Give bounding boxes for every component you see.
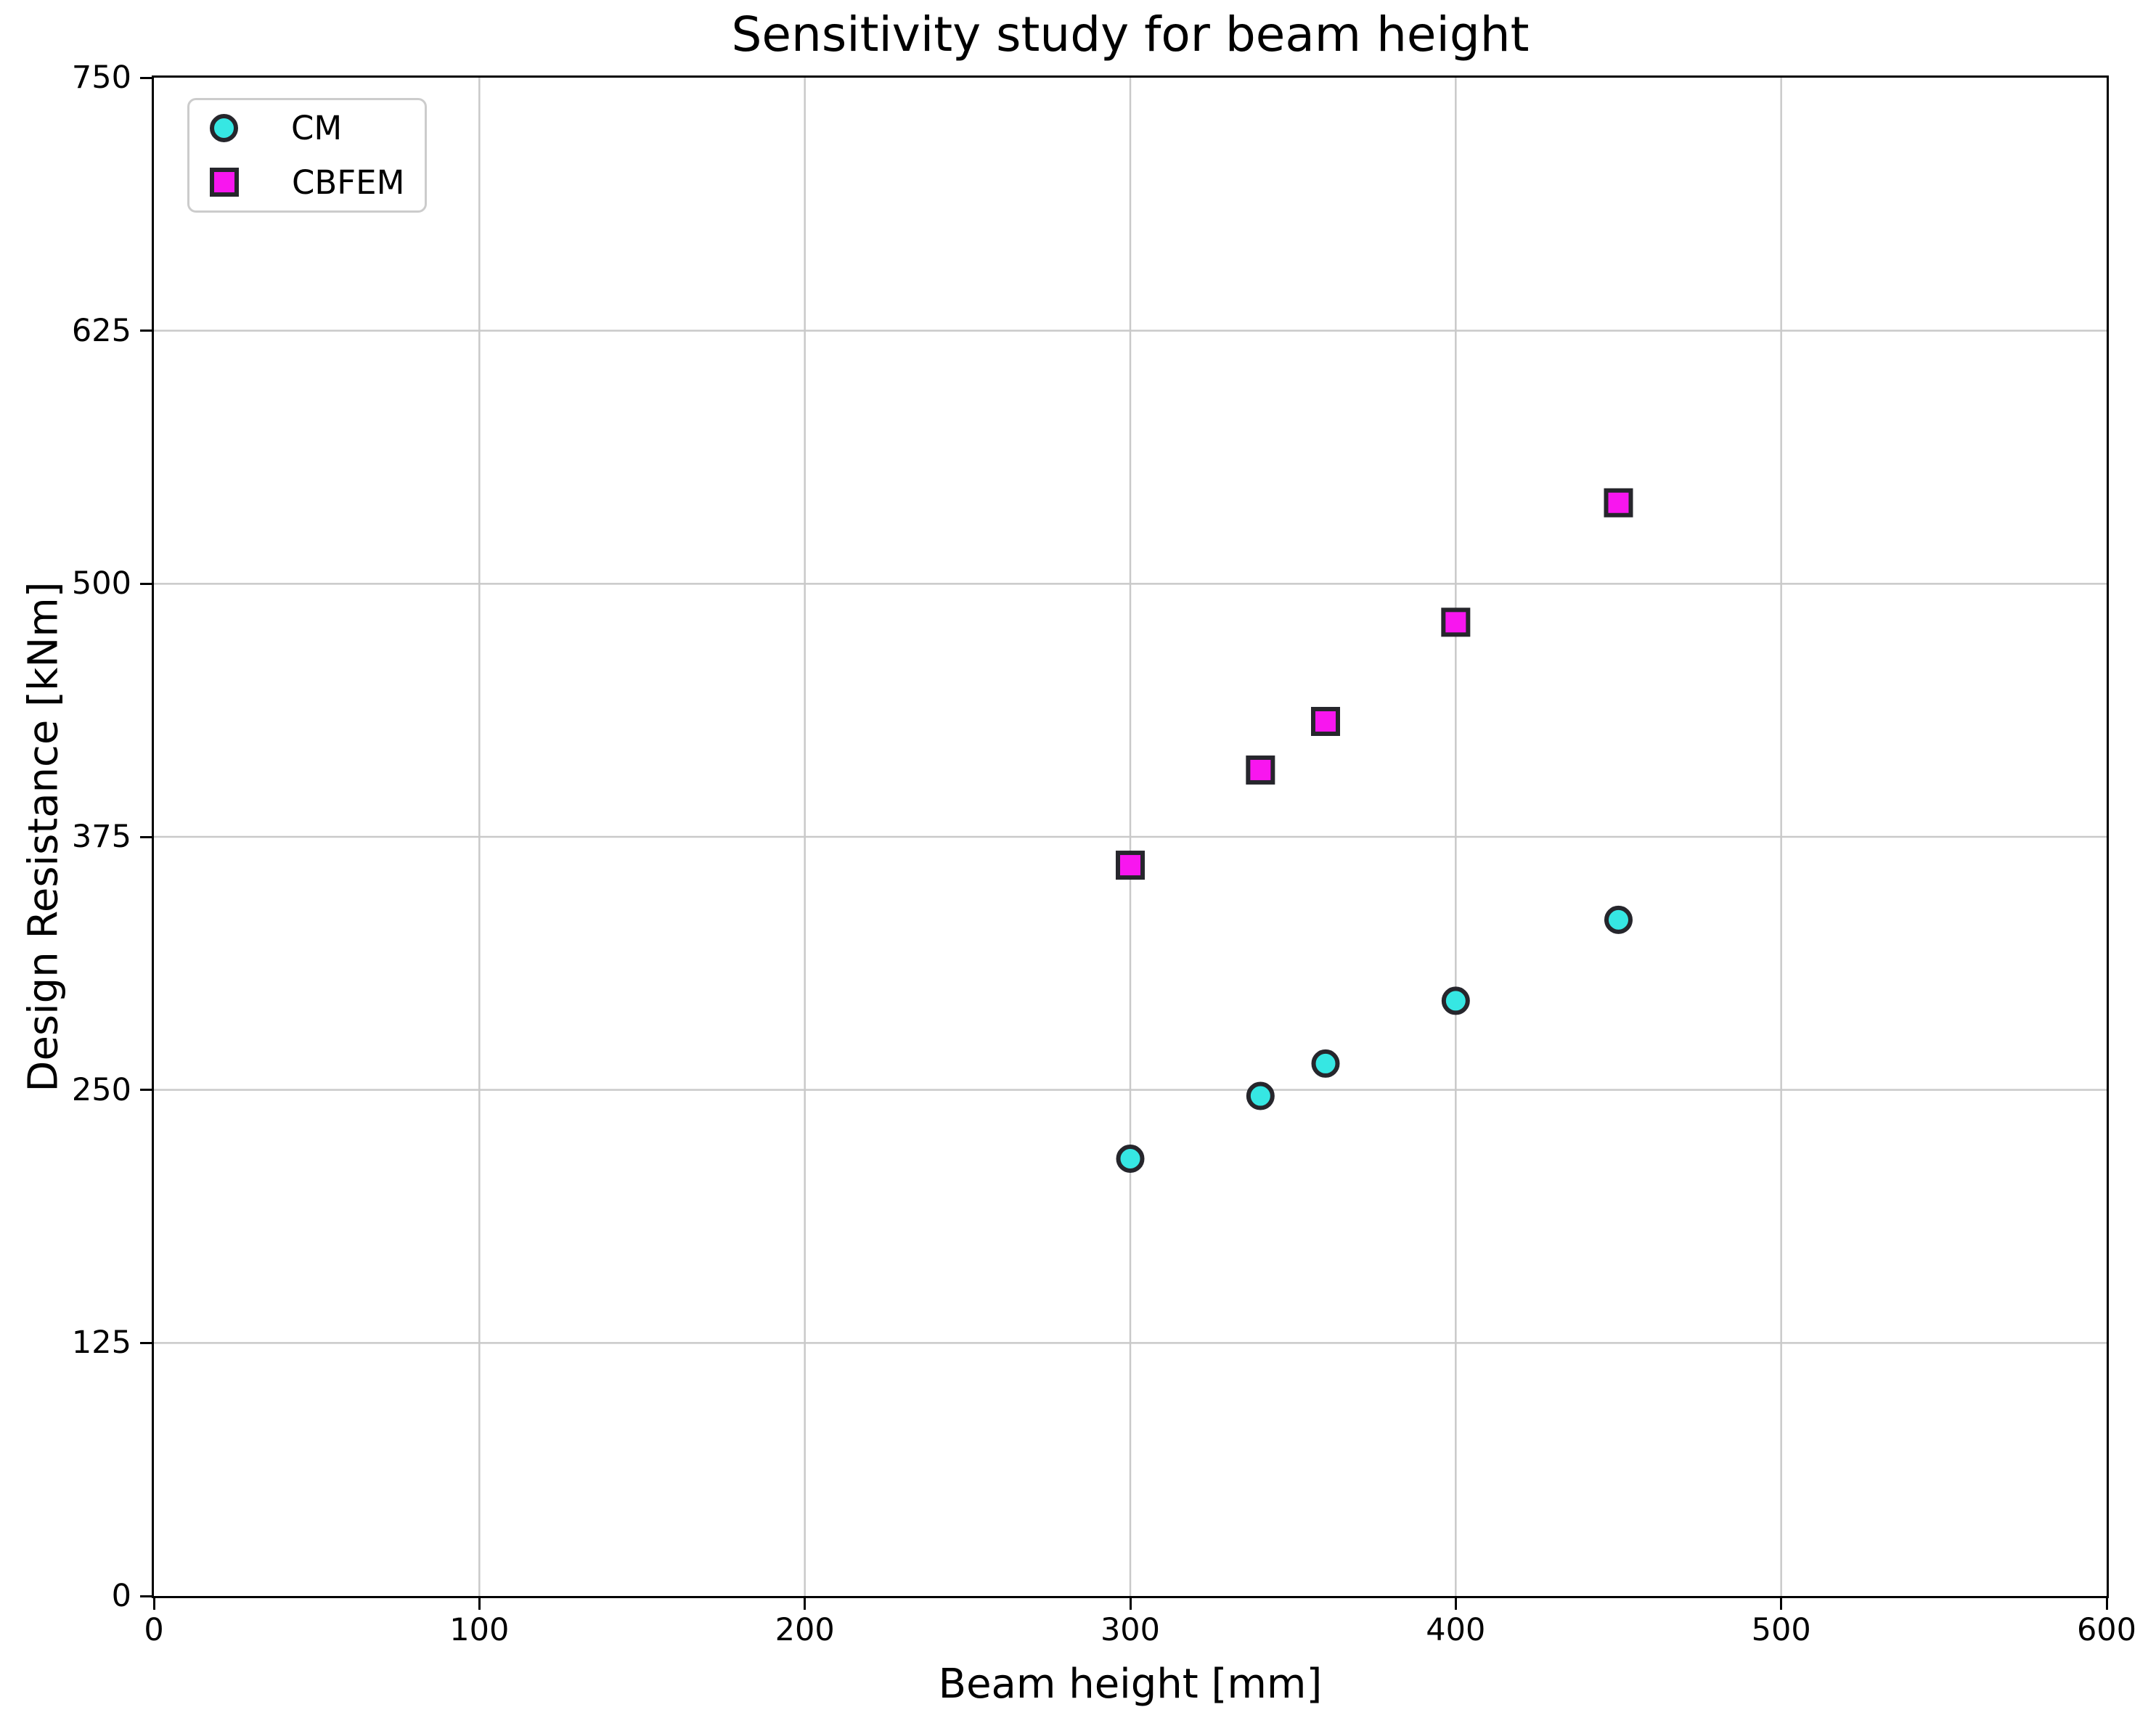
y-tick-label-250: 250 bbox=[71, 1071, 131, 1108]
cm-circle-marker-icon bbox=[210, 114, 238, 143]
y-tick-625 bbox=[140, 330, 152, 332]
y-tick-label-0: 0 bbox=[111, 1578, 131, 1614]
x-tick-label-200: 200 bbox=[775, 1612, 835, 1648]
cm-point-360 bbox=[1311, 1049, 1340, 1078]
x-tick-label-400: 400 bbox=[1426, 1612, 1486, 1648]
y-tick-label-750: 750 bbox=[71, 60, 131, 96]
legend-item-cbfem: CBFEM bbox=[189, 157, 425, 208]
x-tick-400 bbox=[1454, 1598, 1457, 1610]
x-tick-500 bbox=[1780, 1598, 1783, 1610]
cbfem-point-340 bbox=[1246, 755, 1275, 785]
y-tick-375 bbox=[140, 835, 152, 838]
x-tick-100 bbox=[478, 1598, 481, 1610]
y-tick-label-625: 625 bbox=[71, 312, 131, 349]
plot-svg bbox=[154, 78, 2107, 1596]
x-tick-600 bbox=[2105, 1598, 2108, 1610]
legend-label-cbfem: CBFEM bbox=[292, 163, 405, 202]
y-tick-label-125: 125 bbox=[71, 1325, 131, 1362]
cbfem-point-300 bbox=[1116, 851, 1145, 880]
legend-label-cm: CM bbox=[291, 109, 343, 148]
legend: CM CBFEM bbox=[187, 98, 427, 213]
y-tick-label-500: 500 bbox=[71, 565, 131, 602]
x-tick-label-0: 0 bbox=[144, 1612, 164, 1648]
cbfem-point-400 bbox=[1441, 607, 1471, 637]
y-tick-500 bbox=[140, 582, 152, 585]
x-tick-label-300: 300 bbox=[1100, 1612, 1161, 1648]
y-tick-125 bbox=[140, 1341, 152, 1344]
cbfem-point-450 bbox=[1604, 488, 1633, 517]
x-tick-label-500: 500 bbox=[1751, 1612, 1811, 1648]
chart-title: Sensitivity study for beam height bbox=[731, 7, 1530, 62]
x-tick-label-600: 600 bbox=[2076, 1612, 2137, 1648]
cbfem-point-360 bbox=[1311, 707, 1340, 737]
y-tick-label-375: 375 bbox=[71, 819, 131, 855]
cbfem-square-marker-icon bbox=[210, 168, 239, 197]
legend-item-cm: CM bbox=[189, 102, 425, 154]
plot-area bbox=[152, 75, 2109, 1598]
cm-point-400 bbox=[1441, 986, 1470, 1015]
cm-point-340 bbox=[1246, 1081, 1275, 1110]
x-tick-200 bbox=[804, 1598, 807, 1610]
y-tick-750 bbox=[140, 76, 152, 79]
y-tick-250 bbox=[140, 1089, 152, 1092]
x-tick-0 bbox=[152, 1598, 155, 1610]
x-axis-label: Beam height [mm] bbox=[938, 1661, 1323, 1708]
cm-point-300 bbox=[1116, 1145, 1145, 1174]
cm-point-450 bbox=[1604, 905, 1633, 934]
x-tick-label-100: 100 bbox=[449, 1612, 510, 1648]
y-tick-0 bbox=[140, 1595, 152, 1597]
x-tick-300 bbox=[1129, 1598, 1132, 1610]
